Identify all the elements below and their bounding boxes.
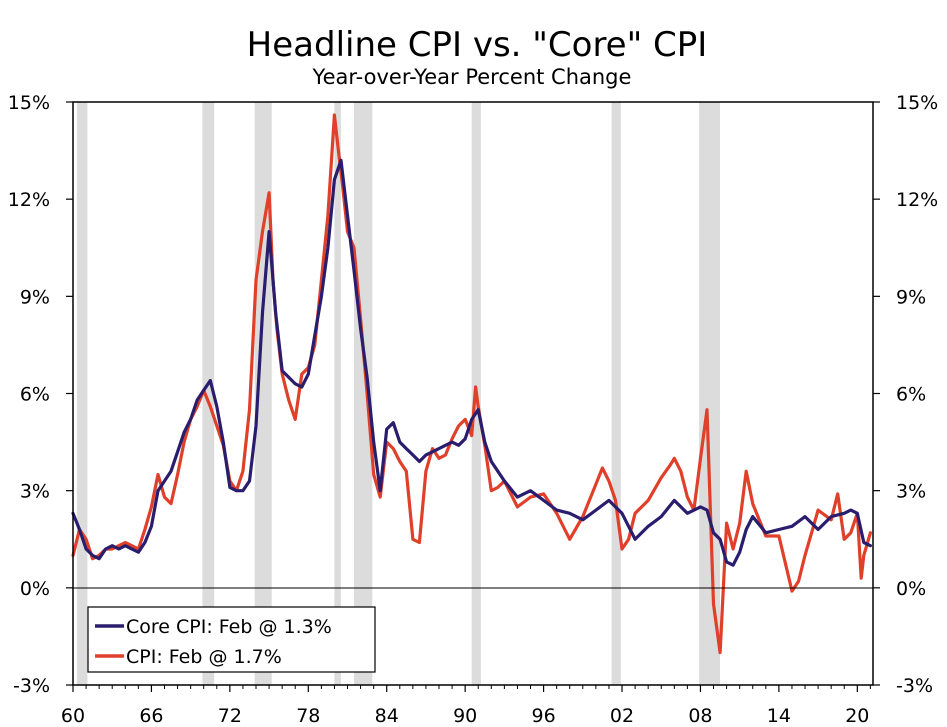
x-tick-label-6: 96 (531, 705, 555, 727)
y-tick-label-left-1: 12% (8, 189, 50, 211)
recession-band-0 (76, 102, 88, 685)
x-tick-label-8: 08 (688, 705, 712, 727)
legend-box (87, 606, 376, 673)
y-tick-label-right-4: 3% (896, 481, 926, 503)
x-tick-label-9: 14 (767, 705, 791, 727)
axis-ticks: 15% 15% 12% 12% 9% 9% 6% 6% 3% 3% 0% 0% -3% -3% 60 66 72… (8, 92, 938, 727)
series-lines (71, 113, 873, 655)
y-tick-label-right-1: 12% (896, 189, 938, 211)
legend: Core CPI: Feb @ 1.3% CPI: Feb @ 1.7% (87, 606, 376, 673)
cpi-line (71, 113, 873, 655)
y-tick-label-right-2: 9% (896, 286, 926, 308)
recession-bands (76, 102, 720, 685)
y-tick-label-right-0: 15% (896, 92, 938, 114)
y-tick-label-left-3: 6% (20, 384, 50, 406)
legend-label-cpi: CPI: Feb @ 1.7% (126, 646, 282, 668)
recession-band-3 (334, 102, 341, 685)
legend-label-core: Core CPI: Feb @ 1.3% (126, 616, 332, 638)
recession-band-1 (202, 102, 215, 685)
x-tick-label-0: 60 (61, 705, 85, 727)
y-tick-label-right-3: 6% (896, 384, 926, 406)
y-tick-label-right-5: 0% (896, 578, 926, 600)
x-tick-label-7: 02 (610, 705, 634, 727)
x-tick-label-10: 20 (845, 705, 869, 727)
x-tick-label-2: 72 (218, 705, 242, 727)
recession-band-6 (611, 102, 621, 685)
x-tick-label-5: 90 (453, 705, 477, 727)
recession-band-7 (699, 102, 720, 685)
y-tick-label-left-6: -3% (13, 675, 50, 697)
chart-subtitle: Year-over-Year Percent Change (312, 65, 632, 89)
chart-title: Headline CPI vs. "Core" CPI (247, 25, 708, 65)
x-tick-label-4: 84 (375, 705, 399, 727)
y-tick-label-right-6: -3% (896, 675, 933, 697)
y-tick-label-left-0: 15% (8, 92, 50, 114)
x-tick-label-1: 66 (139, 705, 163, 727)
core-cpi-line (71, 158, 873, 567)
y-tick-label-left-2: 9% (20, 286, 50, 308)
y-tick-label-left-4: 3% (20, 481, 50, 503)
x-tick-label-3: 78 (296, 705, 320, 727)
recession-band-4 (354, 102, 373, 685)
y-tick-label-left-5: 0% (20, 578, 50, 600)
